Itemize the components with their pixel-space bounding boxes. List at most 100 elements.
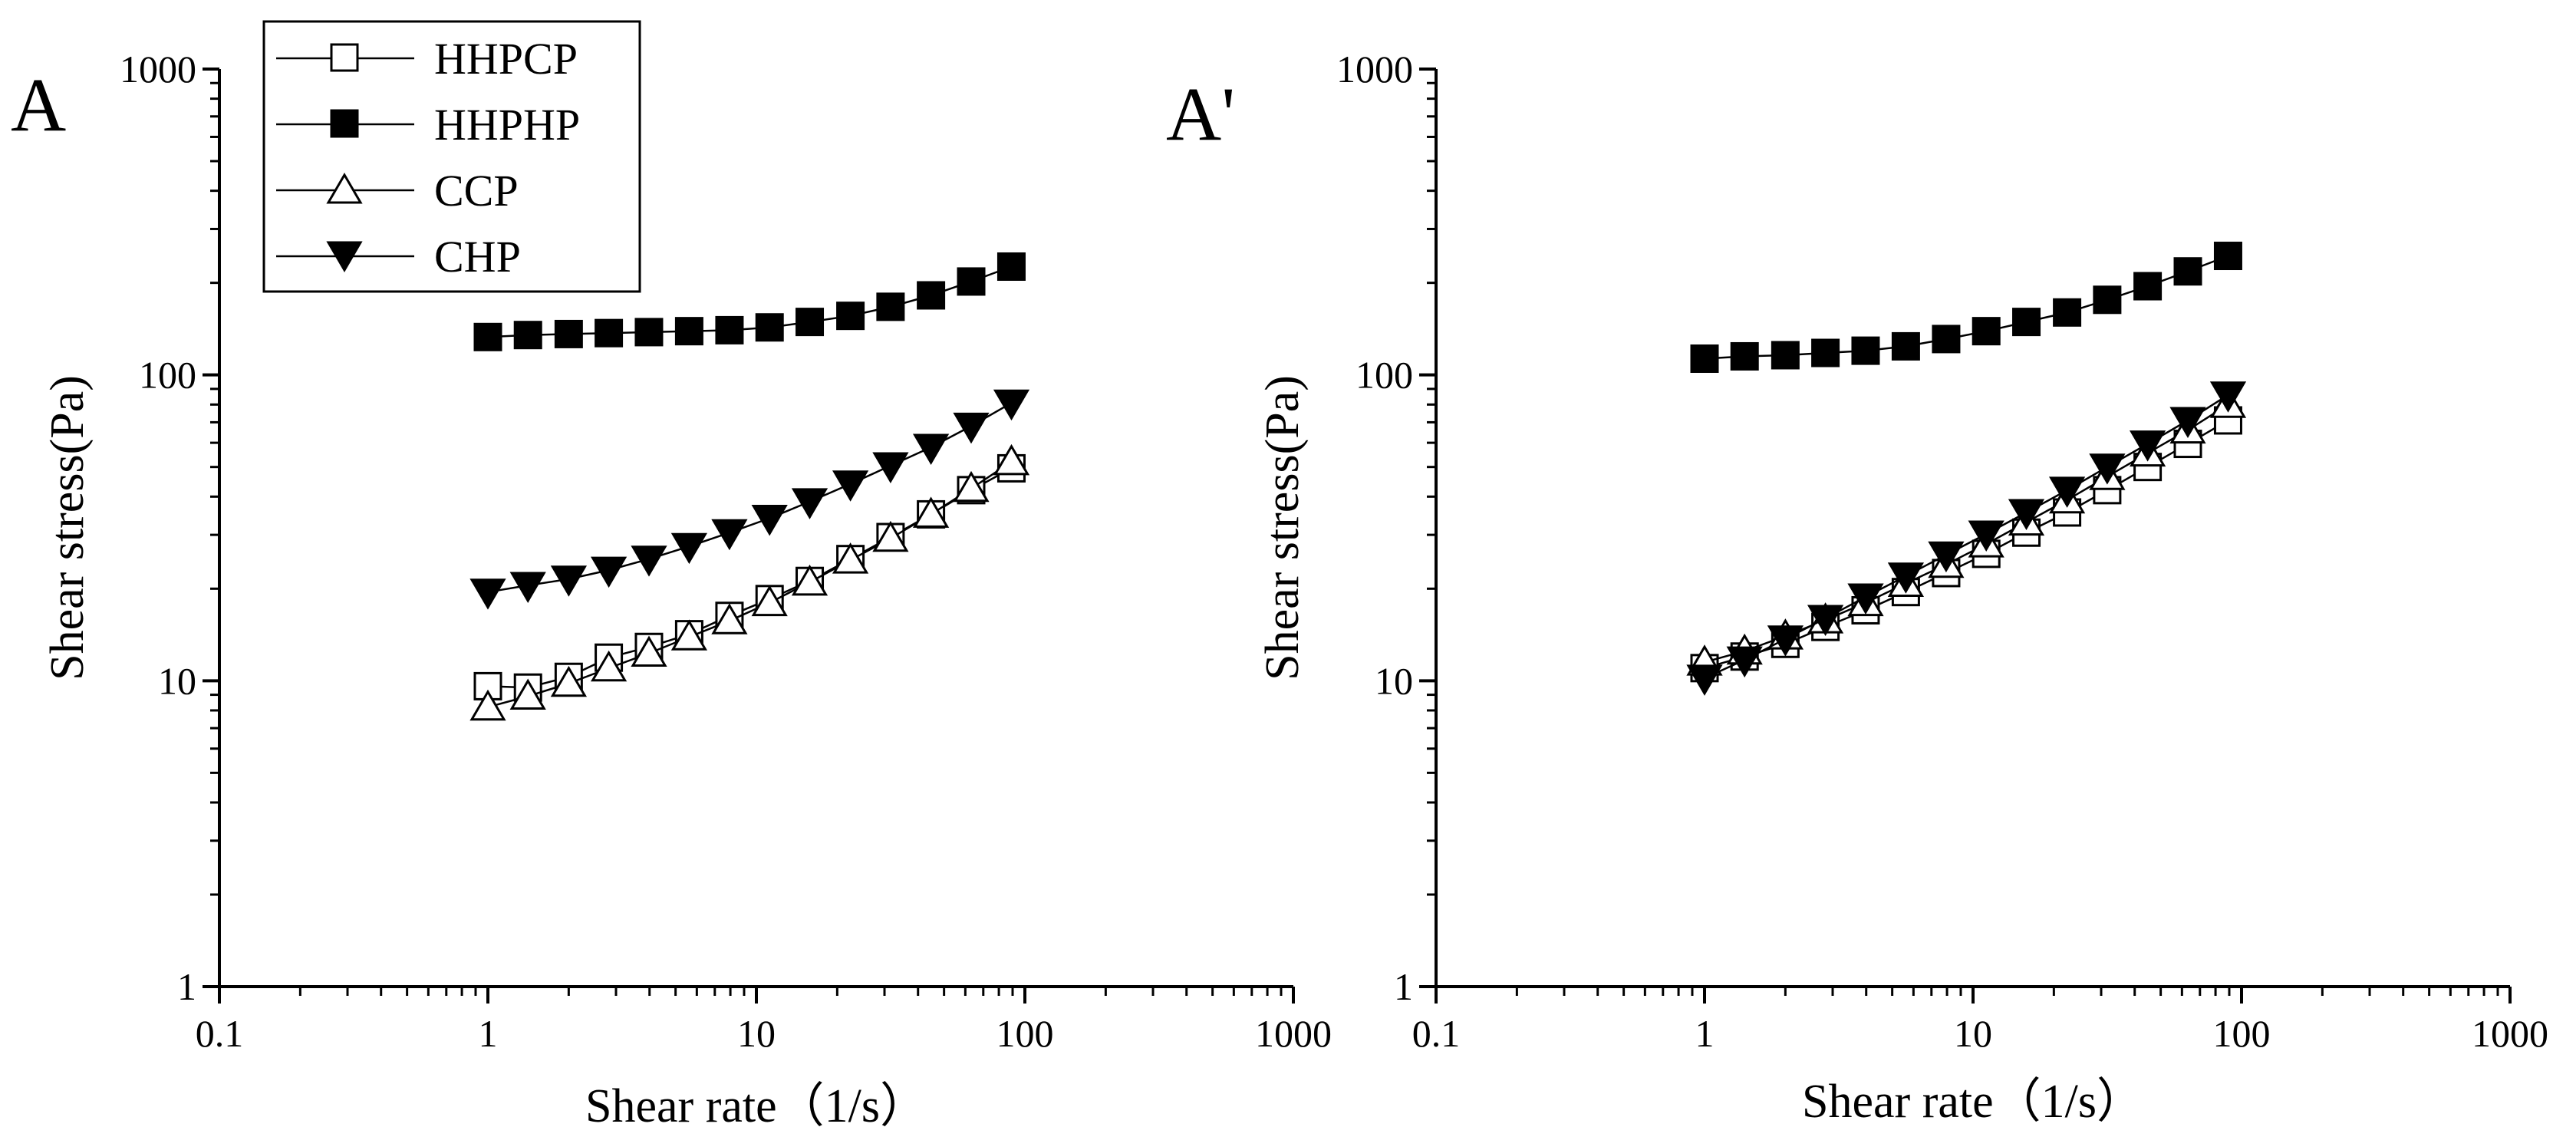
y-axis-label: Shear stress(Pa) — [1257, 375, 1309, 681]
data-point-hhphp — [473, 322, 502, 351]
y-tick-label: 1000 — [120, 48, 196, 91]
data-point-hhphp — [996, 252, 1026, 281]
data-point-hhphp — [1851, 336, 1880, 365]
data-point-hhphp — [1771, 341, 1800, 370]
data-point-chp — [1686, 664, 1723, 696]
x-tick-label: 1 — [1695, 1012, 1715, 1055]
data-point-hhphp — [1932, 325, 1961, 354]
data-point-hhphp — [554, 319, 583, 348]
data-point-ccp — [751, 585, 788, 617]
x-tick-label: 10 — [737, 1012, 776, 1055]
x-tick-label: 100 — [996, 1012, 1054, 1055]
y-tick-label: 10 — [1375, 659, 1413, 702]
data-point-hhphp — [1891, 331, 1920, 361]
data-point-chp — [2008, 499, 2045, 530]
data-point-chp — [1887, 562, 1925, 594]
data-point-ccp — [791, 564, 828, 596]
x-tick-label: 0.1 — [1412, 1012, 1461, 1055]
data-point-hhphp — [1811, 338, 1840, 367]
legend-entry-hhpcp: HHPCP — [276, 34, 578, 84]
data-point-hhphp — [876, 292, 905, 321]
y-tick-label: 1 — [177, 965, 196, 1008]
square-filled-marker-icon — [330, 109, 359, 138]
data-point-chp — [2048, 476, 2086, 508]
x-tick-label: 1 — [479, 1012, 498, 1055]
x-tick-label: 100 — [2213, 1012, 2271, 1055]
data-point-chp — [1847, 583, 1884, 615]
panel-label: A' — [1166, 71, 1235, 157]
legend-entry-chp: CHP — [276, 232, 521, 282]
y-tick-label: 10 — [158, 659, 196, 702]
data-point-hhphp — [1690, 344, 1719, 374]
data-point-chp — [872, 452, 909, 483]
legend-label: CHP — [434, 232, 521, 282]
series-layer — [1686, 242, 2247, 696]
data-point-hhphp — [2093, 285, 2122, 315]
data-point-hhphp — [2012, 308, 2041, 337]
data-point-chp — [993, 389, 1030, 421]
legend-entry-ccp: CCP — [276, 166, 519, 216]
square-open-marker-icon — [330, 43, 359, 72]
data-point-ccp — [469, 689, 506, 721]
legend-entry-hhphp: HHPHP — [276, 100, 580, 150]
data-point-ccp — [993, 443, 1030, 476]
data-point-hhphp — [595, 318, 624, 348]
x-tick-label: 0.1 — [196, 1012, 244, 1055]
data-point-hhphp — [2053, 298, 2082, 327]
data-point-chp — [590, 556, 628, 588]
data-point-ccp — [711, 603, 748, 634]
data-point-hhphp — [715, 315, 744, 344]
data-point-ccp — [509, 678, 546, 710]
data-point-ccp — [590, 650, 628, 682]
data-point-chp — [2089, 453, 2126, 485]
x-tick-label: 10 — [1954, 1012, 1992, 1055]
triangle-down-filled-marker-icon — [326, 241, 363, 272]
data-point-ccp — [872, 520, 909, 552]
data-point-chp — [751, 505, 788, 536]
legend-box — [262, 20, 641, 293]
data-point-chp — [509, 572, 546, 603]
data-point-chp — [912, 433, 950, 465]
triangle-up-open-marker-icon — [326, 173, 363, 204]
data-point-hhphp — [755, 313, 784, 342]
x-axis-label: Shear rate（1/s） — [1802, 1076, 2144, 1128]
data-point-chp — [631, 545, 667, 577]
data-point-chp — [1928, 541, 1965, 573]
data-point-hhphp — [836, 302, 865, 331]
data-point-hhphp — [2173, 257, 2202, 286]
data-point-hhphp — [2213, 242, 2242, 271]
data-point-chp — [2169, 407, 2206, 438]
data-point-ccp — [670, 619, 708, 651]
y-axis-label: Shear stress(Pa) — [41, 375, 94, 681]
x-axis-label: Shear rate（1/s） — [585, 1080, 927, 1132]
data-point-chp — [832, 470, 869, 502]
y-tick-label: 100 — [1356, 354, 1413, 397]
legend-label: CCP — [434, 166, 519, 216]
series-layer — [469, 252, 1030, 721]
data-point-hhphp — [1730, 341, 1759, 371]
legend-label: HHPHP — [434, 100, 580, 150]
legend: HHPCP HHPHP CCP CHP — [262, 20, 641, 293]
y-tick-label: 1 — [1394, 965, 1413, 1008]
x-tick-label: 1000 — [2472, 1012, 2548, 1055]
data-point-hhphp — [2133, 272, 2163, 301]
data-point-ccp — [550, 665, 588, 697]
series-line-chp — [487, 402, 1013, 593]
data-point-chp — [469, 578, 506, 610]
data-point-hhphp — [634, 318, 664, 347]
data-point-hhphp — [513, 321, 542, 350]
data-point-hhphp — [1972, 317, 2001, 346]
data-point-ccp — [832, 542, 869, 574]
data-point-chp — [1968, 520, 2004, 552]
data-point-hhphp — [796, 308, 825, 337]
data-point-chp — [550, 565, 588, 597]
y-tick-label: 100 — [139, 354, 196, 397]
data-point-hhphp — [674, 317, 703, 346]
data-point-ccp — [631, 635, 667, 667]
data-point-chp — [1767, 625, 1804, 657]
